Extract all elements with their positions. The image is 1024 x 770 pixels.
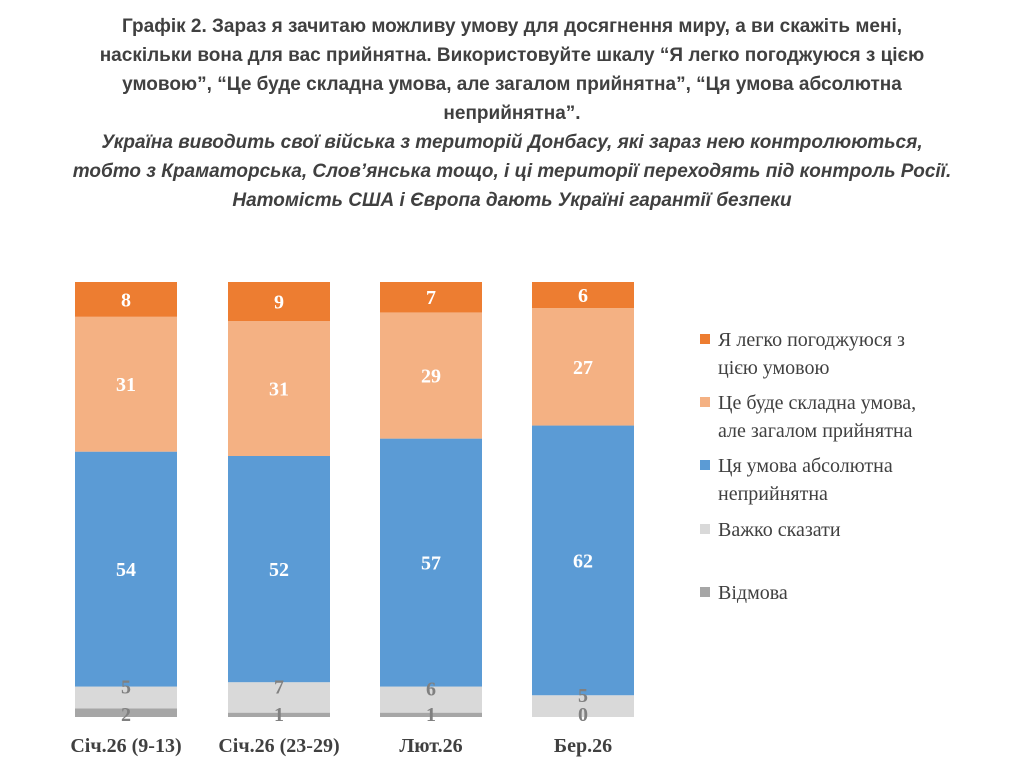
title-line: Графік 2. Зараз я зачитаю можливу умову … bbox=[121, 16, 902, 37]
subtitle-line: тобто з Краматорська, Слов’янська тощо, … bbox=[72, 161, 952, 182]
data-label: 6 bbox=[578, 285, 588, 307]
legend-label: але загалом прийнятна bbox=[718, 420, 913, 442]
bar-segment bbox=[228, 712, 330, 717]
bar-segment bbox=[75, 316, 177, 452]
data-label: 1 bbox=[274, 704, 284, 726]
bar-segment bbox=[380, 712, 482, 717]
bar-segment bbox=[228, 282, 330, 322]
data-label: 5 bbox=[578, 685, 588, 707]
bar-segment bbox=[75, 686, 177, 709]
bar-segment bbox=[380, 312, 482, 439]
data-label: 5 bbox=[121, 676, 131, 698]
bar-segment bbox=[75, 708, 177, 717]
bar-segment bbox=[532, 308, 634, 426]
bar-segment bbox=[75, 451, 177, 687]
legend-label: Важко сказати bbox=[718, 519, 841, 541]
bar-segment bbox=[532, 425, 634, 696]
chart-heading: Графік 2. Зараз я зачитаю можливу умову … bbox=[0, 12, 1024, 215]
legend: Я легко погоджуюся з цією умовою Це буде с… bbox=[700, 329, 916, 604]
data-label: 57 bbox=[421, 553, 441, 575]
title-line: неприйнятна”. bbox=[443, 103, 581, 124]
category-label: Січ.26 (9-13) bbox=[70, 735, 181, 757]
data-label: 31 bbox=[116, 374, 136, 396]
bar-segment bbox=[228, 456, 330, 683]
data-label: 52 bbox=[269, 559, 289, 581]
legend-label: Я легко погоджуюся з bbox=[718, 329, 905, 351]
data-label: 1 bbox=[426, 704, 436, 726]
legend-swatch bbox=[700, 460, 710, 470]
category-label: Бер.26 bbox=[554, 735, 612, 757]
data-label: 6 bbox=[426, 679, 436, 701]
category-label: Січ.26 (23-29) bbox=[218, 735, 339, 757]
bar-segment bbox=[380, 686, 482, 713]
bar-segment bbox=[532, 282, 634, 309]
data-label: 2 bbox=[121, 704, 131, 726]
data-label: 29 bbox=[421, 366, 441, 388]
data-label: 8 bbox=[121, 289, 131, 311]
data-label: 7 bbox=[426, 287, 436, 309]
title-line: наскільки вона для вас прийнятна. Викори… bbox=[99, 45, 925, 66]
legend-label: цією умовою bbox=[718, 357, 829, 379]
legend-label: Ця умова абсолютна bbox=[718, 455, 893, 477]
legend-swatch bbox=[700, 397, 710, 407]
bar-segment bbox=[532, 695, 634, 717]
legend-label: неприйнятна bbox=[718, 483, 828, 505]
data-label: 7 bbox=[274, 676, 284, 698]
data-label: 9 bbox=[274, 292, 284, 314]
bar-segment bbox=[228, 682, 330, 713]
category-axis: Січ.26 (9-13) Січ.26 (23-29) Лют.26 Бер.26 bbox=[70, 735, 612, 757]
data-label: 27 bbox=[573, 357, 593, 379]
data-label: 62 bbox=[573, 550, 593, 572]
bar-segment bbox=[75, 282, 177, 317]
legend-swatch bbox=[700, 524, 710, 534]
legend-swatch bbox=[700, 587, 710, 597]
bars-layer bbox=[75, 282, 634, 717]
subtitle-line: Україна виводить свої війська з територі… bbox=[101, 132, 923, 153]
data-label: 0 bbox=[578, 704, 588, 726]
category-label: Лют.26 bbox=[399, 735, 462, 757]
subtitle-line: Натомість США і Європа дають Україні гар… bbox=[232, 190, 792, 211]
legend-label: Відмова bbox=[718, 582, 788, 604]
title-line: умовою”, “Це буде складна умова, але заг… bbox=[122, 74, 902, 95]
data-label: 54 bbox=[116, 559, 136, 581]
legend-swatch bbox=[700, 334, 710, 344]
legend-label: Це буде складна умова, bbox=[718, 392, 916, 414]
bar-segment bbox=[380, 438, 482, 687]
data-label: 31 bbox=[269, 379, 289, 401]
bar-segment bbox=[380, 282, 482, 313]
bar-segment bbox=[228, 321, 330, 456]
